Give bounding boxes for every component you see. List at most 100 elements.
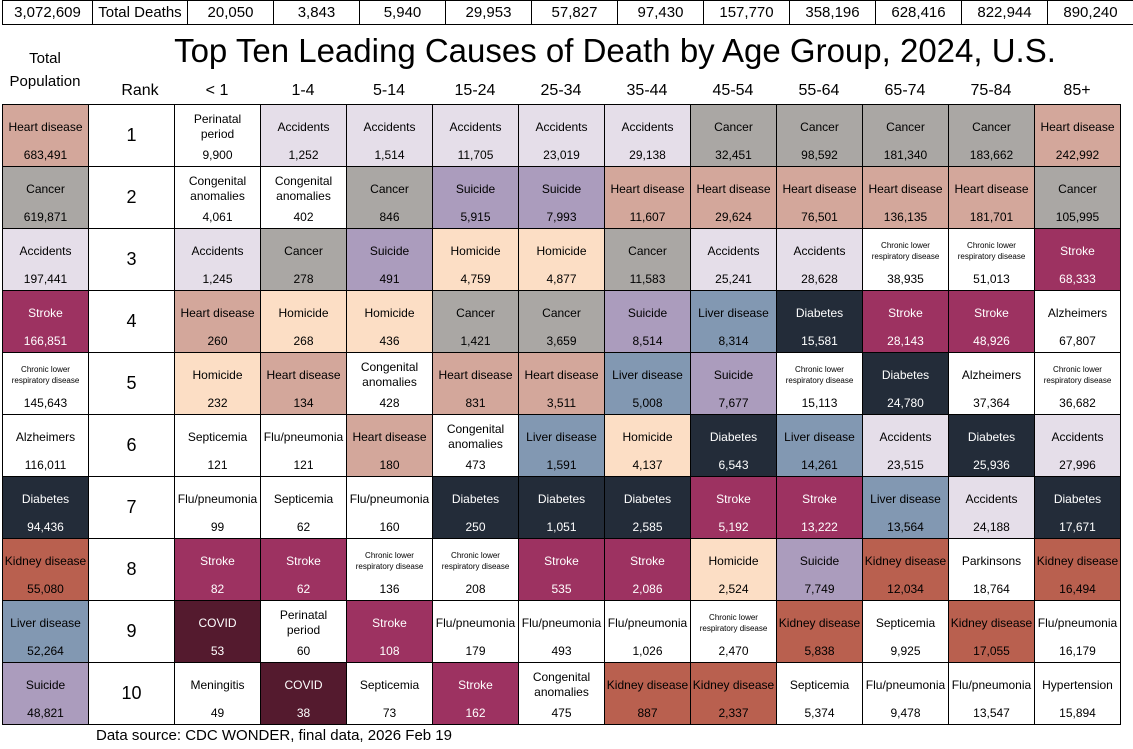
cause-label: Kidney disease — [950, 615, 1033, 630]
death-count: 268 — [293, 334, 314, 348]
age-under-1-rank-10-cell: Meningitis 49 — [175, 663, 261, 725]
death-count: 98,592 — [801, 148, 838, 162]
death-count: 428 — [379, 396, 400, 410]
age-35-44-rank-1-cell: Accidents 29,138 — [605, 105, 691, 167]
death-count: 4,061 — [202, 210, 233, 224]
age-1-4-rank-4-cell: Homicide 268 — [261, 291, 347, 353]
death-count: 29,138 — [629, 148, 666, 162]
cause-label: Diabetes — [1053, 491, 1102, 506]
cause-label: Cancer — [1058, 181, 1097, 196]
total-deaths-75-84: 822,944 — [962, 0, 1048, 25]
age-header-45-54: 45-54 — [712, 82, 754, 99]
total-deaths-15-24: 29,953 — [446, 0, 532, 25]
age-85-rank-8-cell: Kidney disease 16,494 — [1035, 539, 1121, 601]
cause-label: Kidney disease — [692, 677, 775, 692]
age-35-44-rank-9-cell: Flu/pneumonia 1,026 — [605, 601, 691, 663]
death-count: 402 — [293, 210, 314, 224]
cause-label: Cancer — [284, 243, 323, 258]
cause-label: Cancer — [972, 119, 1011, 134]
cause-label: Heart disease — [696, 181, 771, 196]
death-count: 9,478 — [890, 706, 921, 720]
death-count: 49 — [210, 706, 225, 720]
cause-label: Chronic lower respiratory disease — [957, 241, 1026, 261]
death-count: 1,252 — [288, 148, 319, 162]
death-count: 9,900 — [202, 148, 233, 162]
death-count: 18,764 — [973, 582, 1010, 596]
death-count: 38,935 — [887, 272, 924, 286]
death-count: 260 — [207, 334, 228, 348]
total-population-header: Total Population — [9, 50, 81, 90]
age-15-24-rank-1-cell: Accidents 11,705 — [433, 105, 519, 167]
cause-label: Accidents — [965, 491, 1018, 506]
death-count: 846 — [379, 210, 400, 224]
age-15-24-rank-3-cell: Homicide 4,759 — [433, 229, 519, 291]
cause-label: Septicemia — [875, 615, 936, 630]
cause-label: Homicide — [622, 429, 673, 444]
cause-label: Congenital anomalies — [188, 174, 247, 203]
age-75-84-rank-5-cell: Alzheimers 37,364 — [949, 353, 1035, 415]
death-count: 11,705 — [457, 148, 494, 162]
cause-label: Liver disease — [698, 305, 769, 320]
death-count: 181,340 — [883, 148, 928, 162]
cause-label: Kidney disease — [606, 677, 689, 692]
cause-label: COVID — [284, 677, 323, 692]
age-85-rank-7-cell: Diabetes 17,671 — [1035, 477, 1121, 539]
death-count: 436 — [379, 334, 400, 348]
cause-label: Liver disease — [612, 367, 683, 382]
death-count: 1,026 — [632, 644, 663, 658]
total-rank-8-cell: Kidney disease 55,080 — [3, 539, 89, 601]
death-count: 134 — [293, 396, 314, 410]
chart-title: Top Ten Leading Causes of Death by Age G… — [174, 32, 1056, 69]
cause-label: Perinatal period — [193, 112, 242, 141]
age-35-44-rank-3-cell: Cancer 11,583 — [605, 229, 691, 291]
death-count: 51,013 — [973, 272, 1010, 286]
rank-number: 3 — [126, 249, 137, 269]
cause-label: Heart disease — [954, 181, 1029, 196]
cause-label: Accidents — [1051, 429, 1104, 444]
total-rank-3-cell: Accidents 197,441 — [3, 229, 89, 291]
rank-number: 4 — [126, 311, 137, 331]
death-count: 3,511 — [546, 396, 577, 410]
age-15-24-rank-9-cell: Flu/pneumonia 179 — [433, 601, 519, 663]
age-45-54-rank-7-cell: Stroke 5,192 — [691, 477, 777, 539]
rank-header: Rank — [121, 82, 159, 99]
cause-label: Liver disease — [870, 491, 941, 506]
death-count: 278 — [293, 272, 314, 286]
death-count: 1,245 — [202, 272, 233, 286]
death-count: 29,624 — [715, 210, 752, 224]
age-header-85: 85+ — [1063, 82, 1091, 99]
age-35-44-rank-8-cell: Stroke 2,086 — [605, 539, 691, 601]
death-count: 15,113 — [801, 396, 838, 410]
age-85-rank-6-cell: Accidents 27,996 — [1035, 415, 1121, 477]
cause-label: Homicide — [536, 243, 587, 258]
age-35-44-rank-4-cell: Suicide 8,514 — [605, 291, 691, 353]
age-55-64-rank-7-cell: Stroke 13,222 — [777, 477, 863, 539]
death-count: 242,992 — [1055, 148, 1100, 162]
death-count: 4,137 — [632, 458, 663, 472]
death-count: 8,514 — [632, 334, 663, 348]
cause-label: Congenital anomalies — [532, 670, 591, 699]
rank-number: 5 — [126, 373, 137, 393]
age-35-44-rank-10-cell: Kidney disease 887 — [605, 663, 691, 725]
cause-label: Diabetes — [21, 491, 70, 506]
age-25-34-rank-8-cell: Stroke 535 — [519, 539, 605, 601]
cause-label: Cancer — [886, 119, 925, 134]
rank-number: 1 — [126, 125, 137, 145]
death-count: 145,643 — [23, 396, 68, 410]
age-55-64-rank-6-cell: Liver disease 14,261 — [777, 415, 863, 477]
cause-label: Heart disease — [1040, 119, 1115, 134]
cause-label: Septicemia — [273, 491, 334, 506]
death-count: 619,871 — [23, 210, 68, 224]
cause-label: Septicemia — [187, 429, 248, 444]
age-65-74-rank-4-cell: Stroke 28,143 — [863, 291, 949, 353]
rank-8: 8 — [89, 539, 175, 601]
death-count: 5,192 — [718, 520, 749, 534]
cause-label: Kidney disease — [1036, 553, 1119, 568]
age-65-74-rank-2-cell: Heart disease 136,135 — [863, 167, 949, 229]
death-count: 887 — [637, 706, 658, 720]
cause-label: Heart disease — [266, 367, 341, 382]
death-count: 493 — [551, 644, 572, 658]
age-5-14-rank-6-cell: Heart disease 180 — [347, 415, 433, 477]
death-count: 1,051 — [546, 520, 577, 534]
age-45-54-rank-8-cell: Homicide 2,524 — [691, 539, 777, 601]
